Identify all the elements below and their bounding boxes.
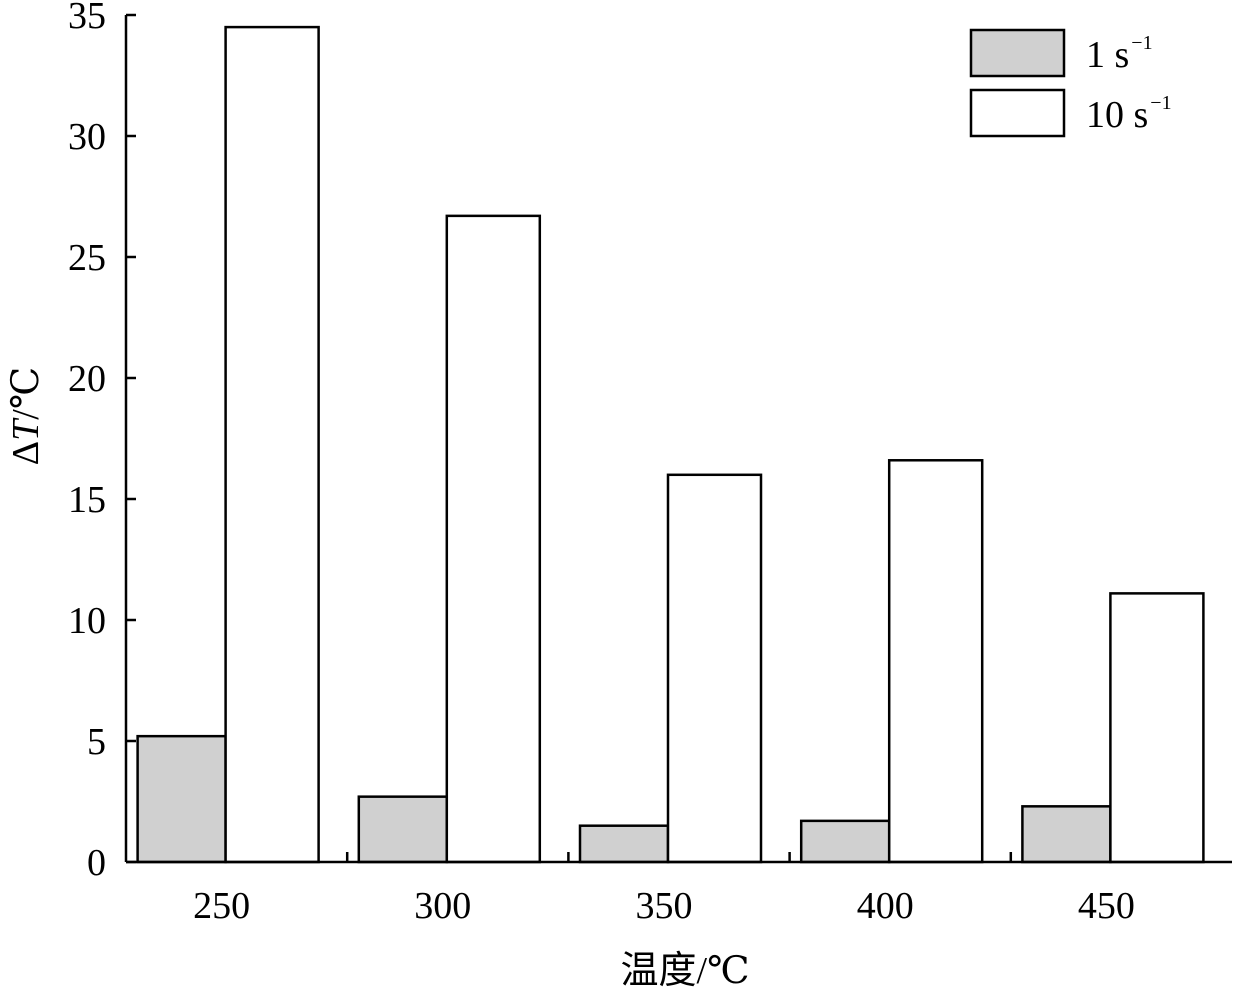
- y-tick-label: 20: [68, 358, 106, 400]
- bar-10s-300: [445, 214, 542, 864]
- bar-1s-450: [1021, 805, 1112, 864]
- y-tick-label: 10: [68, 600, 106, 642]
- y-axis-title: ΔT/℃: [5, 367, 47, 466]
- x-tick-label: 250: [193, 885, 250, 927]
- y-axis-title-prefix: Δ: [5, 441, 47, 465]
- y-tick-label: 25: [68, 237, 106, 279]
- legend: 1 s −110 s −1: [969, 28, 1172, 138]
- x-axis-title: 温度/℃: [620, 950, 749, 989]
- bar-1s-250: [136, 734, 227, 864]
- y-ticks: 0 5 10 15 20 25 30 35: [68, 0, 136, 884]
- x-tick-label: 300: [414, 885, 471, 927]
- legend-label-text: 10 s: [1086, 94, 1148, 136]
- y-axis-title-italic: T: [5, 417, 47, 441]
- bar-10s-400: [887, 459, 984, 864]
- legend-label-1s: 1 s −1: [1086, 32, 1153, 76]
- bar-10s-450: [1109, 592, 1205, 864]
- x-tick-label: 450: [1078, 885, 1135, 927]
- axes: [124, 15, 1232, 864]
- y-tick-label: 15: [68, 479, 106, 521]
- y-tick-label: 35: [68, 0, 106, 37]
- x-tick-label: 400: [857, 885, 914, 927]
- legend-label-sup: −1: [1150, 92, 1171, 114]
- y-tick-label: 30: [68, 116, 106, 158]
- bar-10s-350: [666, 473, 763, 864]
- y-tick-label: 0: [87, 842, 106, 884]
- legend-swatch-10s: [969, 88, 1066, 138]
- bar-1s-300: [357, 795, 449, 864]
- legend-label-sup: −1: [1131, 32, 1152, 54]
- y-tick-label: 5: [87, 721, 106, 763]
- x-ticks: 250 300 350 400 450: [193, 852, 1135, 927]
- x-tick-label: 350: [636, 885, 693, 927]
- legend-label-text: 1 s: [1086, 34, 1129, 76]
- bar-1s-350: [578, 824, 670, 864]
- legend-swatch-1s: [969, 28, 1066, 78]
- bars-group: [136, 25, 1205, 864]
- legend-label-10s: 10 s −1: [1086, 92, 1172, 136]
- bar-10s-250: [224, 25, 320, 864]
- bar-1s-400: [799, 819, 891, 864]
- y-axis-title-suffix: /℃: [5, 367, 47, 420]
